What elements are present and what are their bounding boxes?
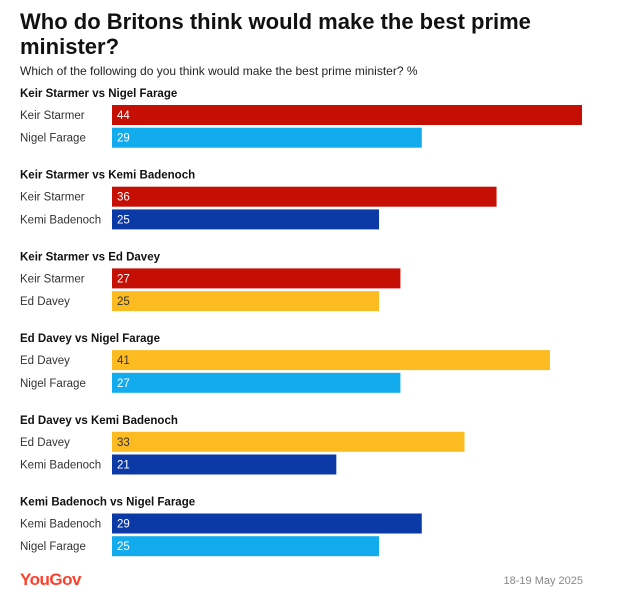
bar [112,127,422,148]
bar-label: Nigel Farage [20,378,86,390]
bar-value-label: 25 [117,214,130,226]
bar-value-label: 27 [117,273,130,285]
bar-value-label: 27 [117,378,130,390]
bar [112,291,380,312]
bar [112,536,380,557]
bar-label: Nigel Farage [20,541,86,553]
bar [112,431,465,452]
bar-label: Nigel Farage [20,133,86,145]
bar-value-label: 44 [117,110,130,122]
group-title: Keir Starmer vs Ed Davey [20,251,161,263]
bar-label: Ed Davey [20,437,70,449]
bar-value-label: 25 [117,541,130,553]
bar-value-label: 21 [117,460,130,472]
bar-label: Keir Starmer [20,273,85,285]
group-title: Keir Starmer vs Kemi Badenoch [20,170,195,182]
bar [112,105,582,125]
bar-label: Keir Starmer [20,192,85,204]
bar-label: Kemi Badenoch [20,460,101,472]
bar [112,209,380,230]
bar [112,186,497,207]
group-title: Ed Davey vs Kemi Badenoch [20,415,178,427]
bar-value-label: 36 [117,192,130,204]
bar-value-label: 29 [117,133,130,145]
bar [112,350,550,371]
bar-label: Kemi Badenoch [20,214,101,226]
bar-value-label: 33 [117,437,130,449]
chart-title: Who do Britons think would make the best… [20,9,531,59]
chart: Keir Starmer vs Nigel Farage Keir Starmer… [20,88,582,557]
bar-label: Kemi Badenoch [20,519,101,531]
bar [112,513,422,534]
bar-label: Keir Starmer [20,110,85,122]
bar-label: Ed Davey [20,296,70,308]
survey-date: 18-19 May 2025 [503,575,584,587]
chart-subtitle: Which of the following do you think woul… [20,64,418,78]
bar [112,454,337,475]
yougov-logo: YouGov [20,570,81,589]
group-title: Kemi Badenoch vs Nigel Farage [20,497,195,509]
bar-label: Ed Davey [20,355,70,367]
group-title: Keir Starmer vs Nigel Farage [20,88,177,100]
bar [112,268,401,289]
bar-value-label: 25 [117,296,130,308]
group-title: Ed Davey vs Nigel Farage [20,333,160,345]
bar-value-label: 29 [117,519,130,531]
bar [112,372,401,393]
bar-value-label: 41 [117,355,130,367]
